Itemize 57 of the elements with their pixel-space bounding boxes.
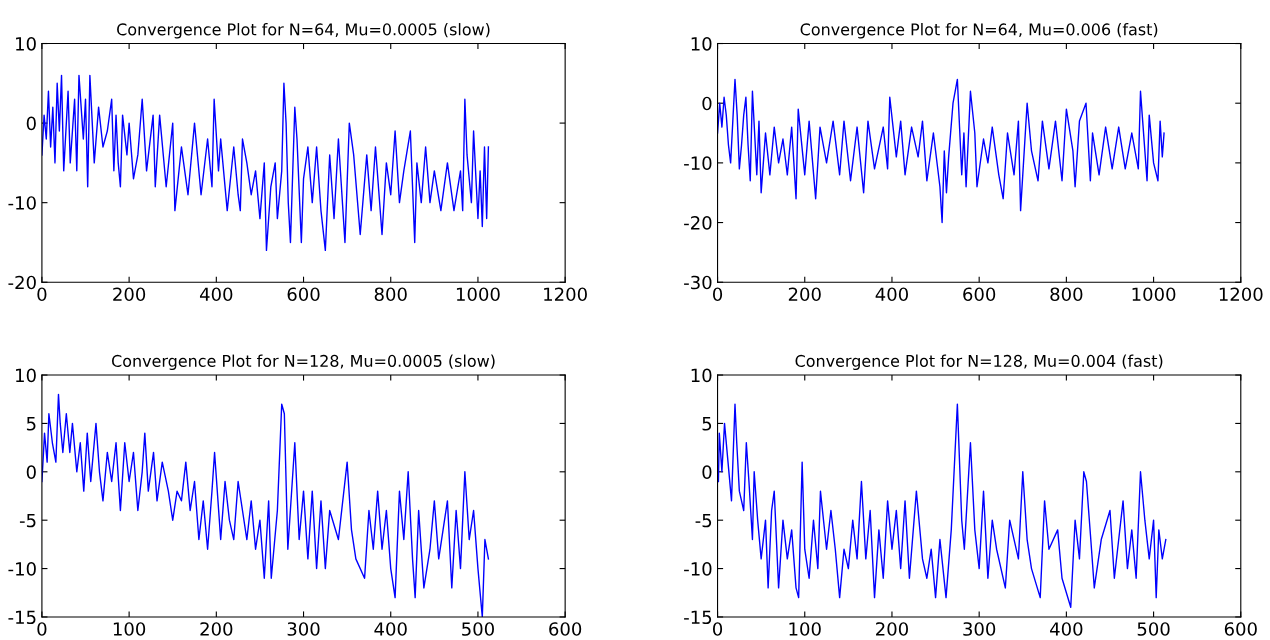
x-tick-label: 1000 xyxy=(1132,287,1176,302)
y-tick-label: -15 xyxy=(684,610,712,625)
y-tick-label: 10 xyxy=(691,368,712,383)
y-tick-label: -5 xyxy=(695,513,712,528)
x-tick-label: 0 xyxy=(713,287,723,302)
x-tick-label: 200 xyxy=(788,287,821,302)
y-tick-label: 0 xyxy=(26,116,36,131)
x-tick-label: 500 xyxy=(462,622,494,636)
y-tick-label: 10 xyxy=(691,36,712,51)
x-tick-label: 200 xyxy=(876,622,908,636)
x-tick-label: 300 xyxy=(963,622,996,636)
chart-title: Convergence Plot for N=128, Mu=0.0005 (slow) xyxy=(111,354,495,371)
chart-title: Convergence Plot for N=64, Mu=0.006 (fast) xyxy=(800,23,1158,39)
y-tick-label: 5 xyxy=(26,417,36,431)
y-tick-label: -20 xyxy=(684,216,712,230)
x-tick-label: 800 xyxy=(374,287,407,302)
x-tick-label: 1200 xyxy=(1219,287,1263,302)
y-tick-label: -10 xyxy=(8,196,36,210)
x-tick-label: 400 xyxy=(875,287,908,302)
x-tick-label: 600 xyxy=(287,287,320,302)
y-tick-label: -10 xyxy=(8,562,36,576)
chart-title: Convergence Plot for N=128, Mu=0.004 (fast) xyxy=(795,354,1163,371)
x-tick-label: 500 xyxy=(1137,622,1170,636)
x-tick-label: 1200 xyxy=(544,287,587,302)
x-tick-label: 100 xyxy=(789,622,821,636)
y-tick-label: -5 xyxy=(19,513,36,528)
x-tick-label: 400 xyxy=(199,287,233,302)
y-tick-label: -20 xyxy=(8,275,36,290)
x-tick-label: 300 xyxy=(287,622,320,636)
x-tick-label: 600 xyxy=(963,287,996,302)
y-tick-label: -15 xyxy=(8,610,36,625)
chart-title: Convergence Plot for N=64, Mu=0.0005 (slow) xyxy=(117,23,490,39)
x-tick-label: 100 xyxy=(113,622,146,636)
x-tick-label: 600 xyxy=(1224,622,1257,636)
x-tick-label: 1000 xyxy=(456,287,500,302)
x-tick-label: 0 xyxy=(37,622,47,636)
y-tick-label: 0 xyxy=(702,465,712,479)
x-tick-label: 200 xyxy=(200,622,233,636)
y-tick-label: -10 xyxy=(684,562,712,576)
x-tick-label: 600 xyxy=(549,622,582,636)
x-tick-label: 400 xyxy=(374,622,407,636)
line-series xyxy=(717,78,1165,224)
line-series xyxy=(41,74,490,252)
y-tick-label: 0 xyxy=(702,96,712,111)
y-tick-label: -30 xyxy=(684,275,712,290)
y-tick-label: 10 xyxy=(16,36,36,51)
line-series xyxy=(717,403,1167,608)
x-tick-label: 0 xyxy=(37,287,47,302)
y-tick-label: -10 xyxy=(684,156,712,170)
y-tick-label: 0 xyxy=(26,465,36,479)
y-tick-label: 5 xyxy=(702,417,712,431)
x-tick-label: 400 xyxy=(1050,622,1083,636)
x-tick-label: 200 xyxy=(113,287,146,302)
x-tick-label: 800 xyxy=(1050,287,1083,302)
x-tick-label: 0 xyxy=(713,622,723,636)
line-series xyxy=(41,393,490,617)
y-tick-label: 10 xyxy=(16,368,36,383)
